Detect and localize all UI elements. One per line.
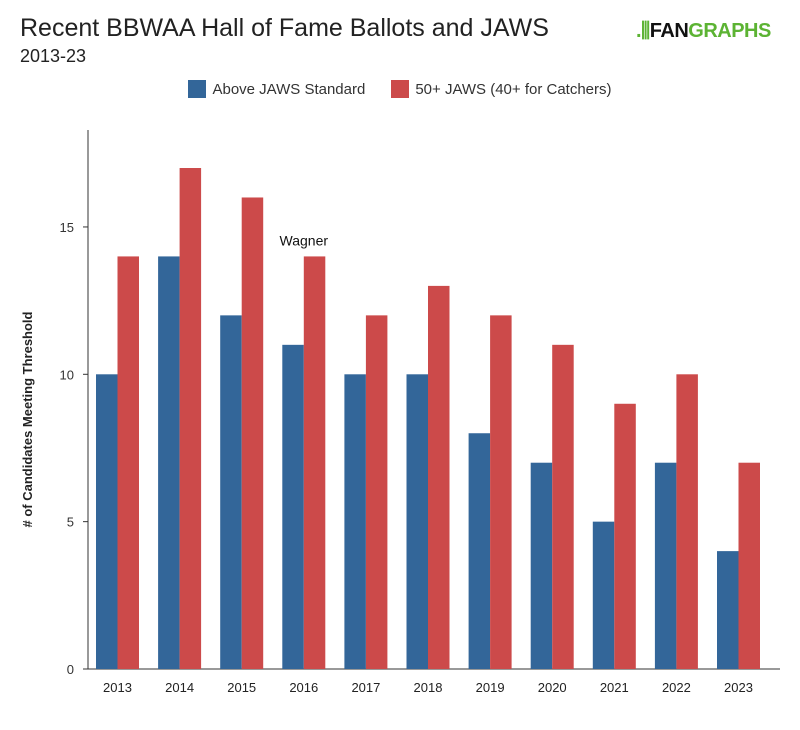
bar-50-jaws-2015 [241, 197, 264, 670]
bar-above-jaws-2019 [468, 433, 491, 669]
bar-above-jaws-2017 [344, 374, 366, 669]
y-tick-label: 15 [60, 220, 74, 235]
bar-50-jaws-2018 [428, 285, 450, 669]
x-tick-label: 2013 [103, 680, 132, 695]
chart-title: Recent BBWAA Hall of Fame Ballots and JA… [20, 14, 549, 42]
bar-above-jaws-2020 [530, 462, 553, 669]
bar-above-jaws-2022 [654, 462, 677, 669]
y-tick-label: 5 [67, 515, 74, 530]
legend: Above JAWS Standard 50+ JAWS (40+ for Ca… [0, 80, 800, 98]
x-tick-label: 2023 [724, 680, 753, 695]
legend-swatch [188, 80, 207, 98]
bar-50-jaws-2017 [365, 315, 388, 669]
bar-above-jaws-2015 [220, 315, 242, 669]
annotation-wagner: Wagner [280, 232, 329, 248]
y-tick-label: 0 [67, 662, 74, 677]
chart-subtitle: 2013-23 [20, 46, 87, 66]
x-tick-label: 2014 [165, 680, 194, 695]
x-tick-label: 2017 [351, 680, 380, 695]
x-tick-label: 2016 [289, 680, 318, 695]
x-tick-label: 2019 [476, 680, 505, 695]
bar-50-jaws-2022 [676, 374, 698, 669]
legend-label: 50+ JAWS (40+ for Catchers) [415, 80, 612, 98]
x-tick-label: 2015 [227, 680, 256, 695]
legend-label: Above JAWS Standard [212, 80, 366, 98]
bar-above-jaws-2018 [406, 374, 428, 669]
bar-above-jaws-2016 [282, 344, 304, 669]
legend-item-50-jaws: 50+ JAWS (40+ for Catchers) [391, 80, 612, 98]
bar-above-jaws-2013 [96, 374, 118, 669]
x-tick-label: 2022 [662, 680, 691, 695]
bar-50-jaws-2016 [303, 256, 326, 669]
bar-50-jaws-2021 [614, 403, 636, 669]
x-tick-label: 2018 [414, 680, 443, 695]
legend-item-above-jaws: Above JAWS Standard [188, 80, 365, 98]
y-axis-label: # of Candidates Meeting Threshold [20, 311, 35, 527]
bar-above-jaws-2023 [717, 551, 739, 669]
legend-swatch [391, 80, 410, 98]
bar-50-jaws-2023 [738, 462, 760, 669]
fangraphs-logo: .⫼FANGRAPHS [636, 20, 771, 42]
x-tick-label: 2020 [538, 680, 567, 695]
bar-above-jaws-2014 [158, 256, 180, 669]
y-tick-label: 10 [60, 367, 74, 382]
bar-50-jaws-2019 [490, 315, 512, 669]
bar-50-jaws-2014 [179, 168, 202, 669]
x-tick-label: 2021 [600, 680, 629, 695]
bar-50-jaws-2013 [117, 256, 139, 669]
bar-50-jaws-2020 [552, 344, 574, 669]
bar-above-jaws-2021 [592, 521, 615, 669]
